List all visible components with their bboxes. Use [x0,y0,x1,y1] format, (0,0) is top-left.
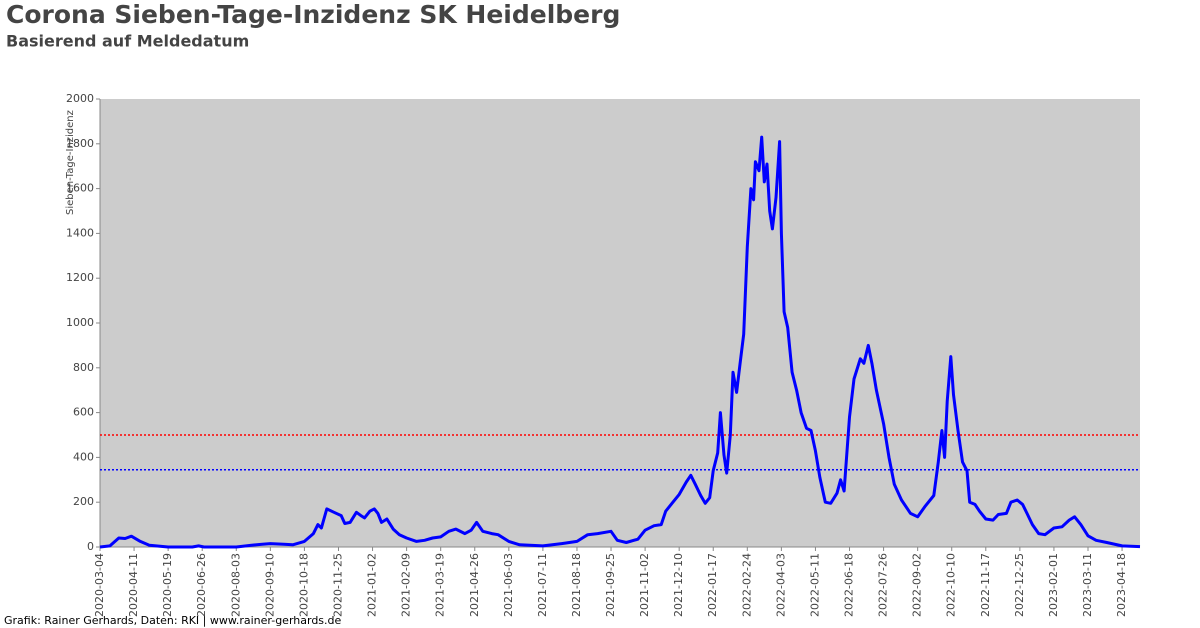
x-tick-label: 2020-08-03 [229,553,242,617]
y-tick-label: 1600 [66,182,94,195]
y-tick-label: 1000 [66,316,94,329]
y-tick-label: 1400 [66,226,94,239]
x-tick-label: 2020-03-04 [93,553,106,617]
x-tick-label: 2021-11-02 [638,553,651,617]
x-tick-label: 2020-11-25 [331,553,344,617]
y-tick-label: 200 [73,495,94,508]
x-tick-label: 2021-07-11 [536,553,549,617]
x-tick-label: 2023-04-18 [1115,553,1128,617]
x-tick-label: 2020-09-10 [263,553,276,617]
x-tick-label: 2021-02-09 [400,553,413,617]
data-line [99,135,1141,549]
x-tick-label: 2022-11-17 [979,553,992,617]
x-tick-label: 2021-04-26 [468,553,481,617]
x-tick-label: 2022-07-26 [877,553,890,617]
x-tick-label: 2022-02-24 [740,553,753,617]
x-tick-label: 2021-03-19 [434,553,447,617]
chart-subtitle: Basierend auf Meldedatum [6,32,249,51]
x-tick-label: 2020-10-18 [297,553,310,617]
x-tick-label: 2022-10-10 [945,553,958,617]
footer: Grafik: Rainer Gerhards, Daten: RKI | ww… [4,614,342,627]
x-tick-label: 2021-06-03 [502,553,515,617]
y-tick-label: 0 [87,540,94,553]
y-tick-label: 400 [73,450,94,463]
y-tick-label: 1200 [66,271,94,284]
x-tick-label: 2022-05-11 [808,553,821,617]
x-tick-label: 2022-09-02 [911,553,924,617]
y-tick-label: 2000 [66,92,94,105]
y-axis-label: Sieben-Tage-Inzidenz [65,110,76,215]
plot-background [100,99,1140,547]
x-tick-label: 2022-04-03 [774,553,787,617]
x-tick-label: 2022-12-25 [1013,553,1026,617]
y-tick-label: 600 [73,406,94,419]
chart-title: Corona Sieben-Tage-Inzidenz SK Heidelber… [6,0,620,29]
x-tick-label: 2022-06-18 [843,553,856,617]
x-tick-label: 2023-03-11 [1081,553,1094,617]
x-tick-label: 2022-01-17 [706,553,719,617]
x-tick-label: 2020-04-11 [127,553,140,617]
x-tick-label: 2021-09-25 [604,553,617,617]
x-tick-label: 2020-06-26 [195,553,208,617]
x-tick-label: 2023-02-01 [1047,553,1060,617]
x-tick-label: 2021-08-18 [570,553,583,617]
y-tick-label: 800 [73,361,94,374]
x-tick-label: 2020-05-19 [161,553,174,617]
y-tick-label: 1800 [66,137,94,150]
x-tick-label: 2021-12-10 [672,553,685,617]
x-tick-label: 2021-01-02 [366,553,379,617]
